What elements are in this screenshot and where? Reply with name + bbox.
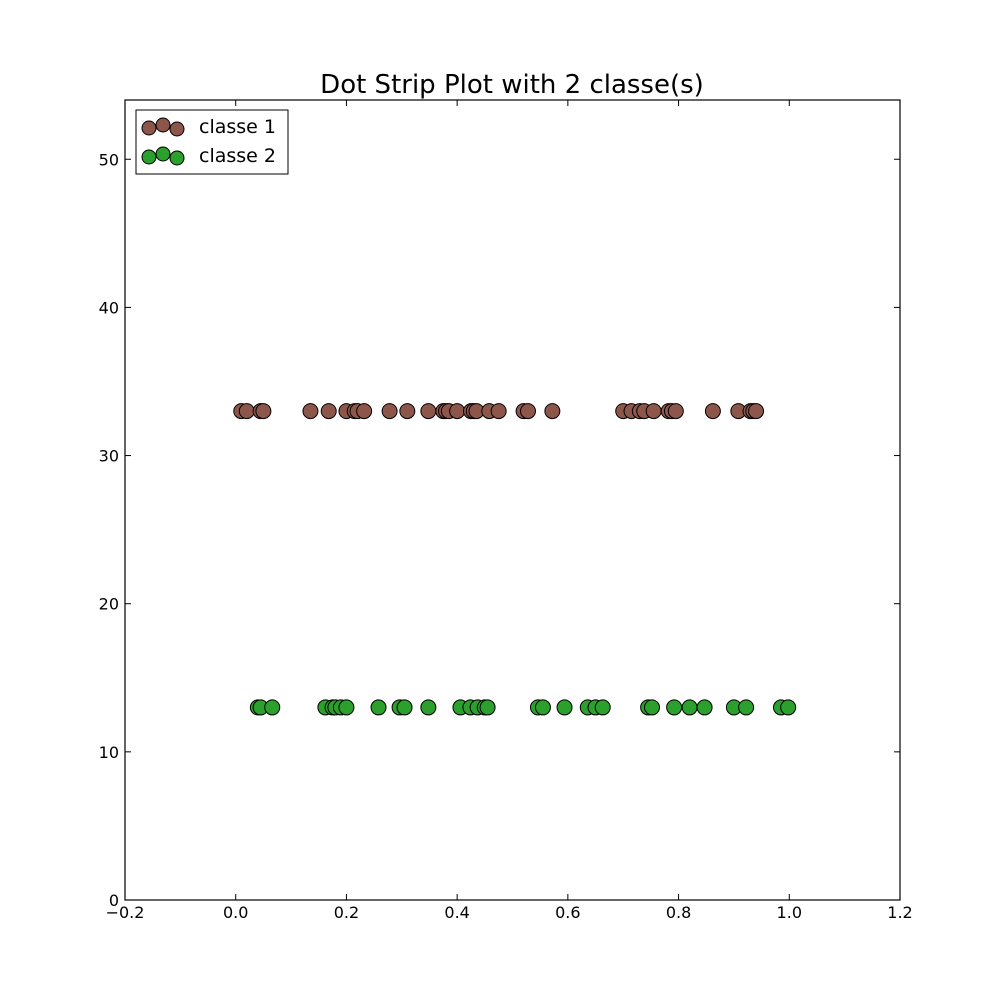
y-tick-label: 30: [99, 447, 119, 466]
data-point: [255, 403, 272, 420]
data-point: [420, 699, 437, 716]
data-point: [534, 699, 551, 716]
data-point: [399, 403, 416, 420]
x-tick-label: 0.0: [223, 903, 248, 922]
chart-title: Dot Strip Plot with 2 classe(s): [320, 70, 704, 100]
data-point: [780, 699, 797, 716]
data-point: [667, 403, 684, 420]
data-point: [696, 699, 713, 716]
data-point: [449, 403, 466, 420]
data-point: [738, 699, 755, 716]
data-point: [238, 403, 255, 420]
legend: classe 1 classe 2: [135, 109, 289, 175]
data-point: [356, 403, 373, 420]
y-tick-label: 10: [99, 743, 119, 762]
data-point: [320, 403, 337, 420]
x-tick-label: 0.6: [555, 903, 580, 922]
data-point: [666, 699, 683, 716]
data-point: [338, 699, 355, 716]
legend-marker: [169, 121, 185, 137]
y-tick-label: 50: [99, 150, 119, 169]
data-point: [645, 403, 662, 420]
data-point: [420, 403, 437, 420]
legend-entry: classe 1: [141, 116, 276, 138]
data-point: [644, 699, 660, 716]
data-point: [681, 699, 698, 716]
data-point: [302, 403, 319, 420]
data-point: [594, 699, 611, 716]
y-tick-label: 20: [99, 595, 119, 614]
data-point: [396, 699, 413, 716]
legend-marker: [141, 149, 157, 165]
legend-label: classe 2: [199, 145, 276, 167]
legend-marker: [155, 146, 171, 162]
y-tick-label: 40: [99, 298, 119, 317]
x-tick-label: 0.8: [666, 903, 691, 922]
data-point: [544, 403, 561, 420]
series-2: [249, 699, 797, 716]
x-tick-label: 0.2: [334, 903, 359, 922]
data-point: [556, 699, 573, 716]
data-point: [748, 403, 765, 420]
legend-marker: [155, 117, 171, 133]
x-tick-label: −0.2: [106, 903, 145, 922]
data-point: [520, 403, 536, 420]
data-point: [264, 699, 281, 716]
x-tick-label: 1.2: [887, 903, 912, 922]
plot-marks: [233, 403, 797, 716]
legend-marker: [141, 120, 157, 136]
series-1: [233, 403, 765, 420]
data-point: [370, 699, 387, 716]
plot-frame: [124, 99, 901, 901]
legend-marker: [169, 150, 185, 166]
legend-label: classe 1: [199, 116, 276, 138]
data-point: [381, 403, 398, 420]
y-tick-label: 0: [109, 891, 119, 910]
axis-ticks: −0.2 0.0 0.2 0.4 0.6 0.8 1.0 1.2 0 10 20 30 40 50: [99, 100, 913, 922]
x-tick-label: 0.4: [444, 903, 469, 922]
data-point: [490, 403, 507, 420]
data-point: [704, 403, 721, 420]
legend-entry: classe 2: [141, 145, 276, 167]
data-point: [479, 699, 496, 716]
x-tick-label: 1.0: [777, 903, 802, 922]
